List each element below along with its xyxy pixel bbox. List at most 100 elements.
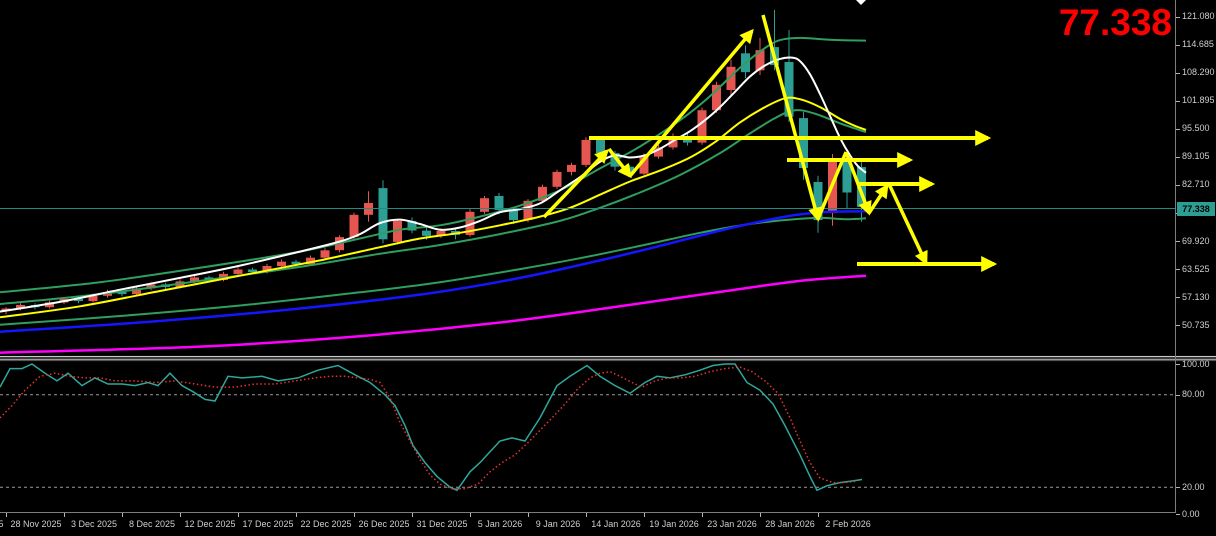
time-axis-tick — [818, 513, 819, 517]
trend-arrow-3[interactable] — [628, 28, 754, 178]
time-axis-tick — [6, 513, 7, 517]
axis-tick — [1176, 73, 1180, 74]
candle-body — [480, 198, 489, 212]
candle-body — [277, 261, 286, 267]
time-axis-label: 22 Dec 2025 — [300, 519, 352, 529]
candle-body — [320, 250, 330, 258]
time-axis-tick — [64, 513, 65, 517]
time-axis-label: 2 Feb 2026 — [825, 519, 871, 529]
candle-body — [45, 302, 54, 308]
stochastic-panel-canvas[interactable] — [0, 363, 1175, 512]
trend-line-5[interactable] — [816, 151, 848, 220]
time-axis-label: 28 Jan 2026 — [765, 519, 815, 529]
price-axis-label: 101.895 — [1182, 95, 1215, 105]
axis-tick — [1176, 514, 1180, 515]
axis-tick — [1176, 395, 1180, 396]
ma-slow-blue — [0, 210, 867, 333]
axis-tick — [1176, 101, 1180, 102]
axis-tick — [1176, 129, 1180, 130]
time-axis[interactable]: 25 Nov 2025 28 Nov 2025 3 Dec 2025 8 Dec 20… — [0, 513, 1216, 536]
time-axis-label: 23 Jan 2026 — [707, 519, 757, 529]
time-axis-label: 17 Dec 2025 — [242, 519, 294, 529]
candle-body — [233, 269, 243, 274]
axis-tick — [1176, 241, 1180, 242]
ma-band-upper — [0, 36, 867, 294]
time-axis-tick — [644, 513, 645, 517]
candle-body — [349, 214, 359, 238]
candle-body — [16, 305, 25, 309]
time-axis-tick — [412, 513, 413, 517]
ma-band-lower — [0, 216, 867, 326]
time-axis-label: 5 Jan 2026 — [477, 519, 523, 529]
candle-body — [393, 220, 402, 242]
price-axis-label: 108.290 — [1182, 67, 1215, 77]
axis-tick — [1176, 45, 1180, 46]
price-axis-label: 63.525 — [1182, 264, 1210, 274]
stoch-line-D — [0, 366, 858, 490]
time-axis-label: 19 Jan 2026 — [649, 519, 699, 529]
price-axis-label: 57.130 — [1182, 292, 1210, 302]
indicator-axis-label: 100.00 — [1182, 359, 1210, 369]
annotation-arrows[interactable] — [542, 14, 998, 272]
time-axis-tick — [180, 513, 181, 517]
candle-body — [291, 261, 301, 265]
trend-arrow-4[interactable] — [761, 14, 822, 222]
candle-body — [784, 62, 794, 117]
candle-body — [726, 66, 736, 90]
trend-arrow-1[interactable] — [542, 148, 609, 219]
candle-body — [596, 139, 605, 153]
time-axis-tick — [470, 513, 471, 517]
time-axis-tick — [238, 513, 239, 517]
price-axis[interactable]: 121.080 114.685 108.290 101.895 95.500 89.105… — [1176, 0, 1216, 536]
candle-body — [523, 200, 533, 221]
candle-body — [538, 186, 547, 201]
candle-body — [262, 266, 272, 273]
time-axis-tick — [354, 513, 355, 517]
time-axis-tick — [760, 513, 761, 517]
time-axis-tick — [122, 513, 123, 517]
axis-tick — [1176, 325, 1180, 326]
price-axis-label: 69.920 — [1182, 236, 1210, 246]
price-axis-label: 89.105 — [1182, 151, 1210, 161]
trend-arrow-8[interactable] — [887, 183, 928, 266]
ma-yellow — [0, 96, 867, 319]
trend-arrow-2[interactable] — [607, 147, 632, 179]
candle-body — [378, 188, 388, 240]
ma-slowest-magenta — [0, 274, 867, 354]
candle-body — [146, 284, 156, 289]
candle-body — [248, 269, 257, 273]
candle-body — [799, 118, 808, 168]
candle-body — [654, 147, 663, 157]
candle-body — [842, 157, 852, 193]
marker-triangle-icon — [856, 0, 866, 5]
axis-tick — [1176, 487, 1180, 488]
panel-splitter[interactable] — [0, 355, 1216, 362]
candle-body — [407, 220, 417, 231]
candle-body — [306, 257, 315, 265]
candle-body — [465, 211, 475, 235]
ma-fast-white — [0, 56, 867, 313]
axis-tick — [1176, 364, 1180, 365]
trend-arrow-7[interactable] — [867, 183, 889, 214]
time-axis-label: 8 Dec 2025 — [128, 519, 176, 529]
price-axis-label: 82.710 — [1182, 179, 1210, 189]
last-price-display: 77.338 — [1058, 2, 1172, 43]
price-chart-canvas[interactable] — [0, 0, 1175, 356]
candle-body — [755, 50, 765, 71]
indicator-axis-label: 80.00 — [1182, 389, 1205, 399]
candle-body — [494, 196, 504, 210]
axis-tick — [1176, 157, 1180, 158]
candle-body — [132, 288, 141, 295]
time-axis-tick — [586, 513, 587, 517]
candle-body — [422, 230, 431, 236]
time-axis-tick — [296, 513, 297, 517]
axis-tick — [1176, 269, 1180, 270]
price-axis-label: 95.500 — [1182, 123, 1210, 133]
axis-tick — [1176, 185, 1180, 186]
candle-body — [509, 210, 518, 221]
panel-bottom-border — [0, 512, 1176, 513]
price-axis-label: 114.685 — [1182, 39, 1214, 49]
candle-body — [712, 84, 721, 111]
time-axis-label: 14 Jan 2026 — [591, 519, 641, 529]
